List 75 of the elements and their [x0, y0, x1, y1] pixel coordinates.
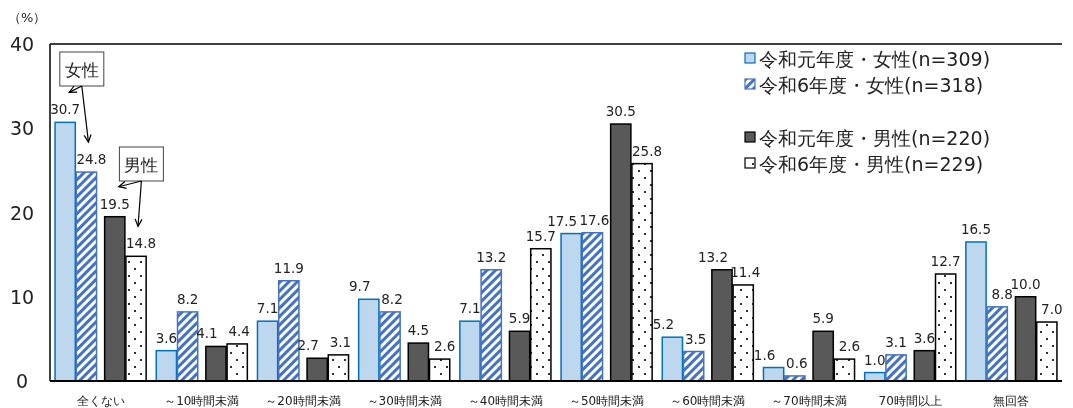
bar: [155, 349, 178, 382]
data-label: 1.6: [753, 346, 776, 363]
bar: [357, 298, 380, 382]
data-label: 19.5: [99, 195, 130, 212]
data-label: 11.9: [273, 259, 304, 276]
x-tick-label: ～10時間未満: [164, 394, 240, 408]
x-tick-label: ～20時間未満: [265, 394, 341, 408]
bar: [277, 279, 300, 382]
data-label: 5.9: [812, 310, 834, 327]
y-tick-label: 30: [9, 117, 35, 140]
x-tick-label: ～70時間未満: [771, 394, 847, 408]
bar: [176, 311, 199, 382]
data-label: 4.4: [228, 322, 250, 339]
annotation: 男性: [124, 155, 159, 175]
x-tick-label: ～30時間未満: [366, 394, 442, 408]
legend-label: 令和元年度・男性(n=220): [759, 127, 991, 149]
data-label: 5.9: [508, 310, 531, 327]
bar: [480, 269, 503, 382]
data-label: 15.7: [525, 227, 556, 244]
data-label: 7.0: [1041, 301, 1063, 318]
data-label: 25.8: [631, 142, 663, 159]
y-tick-label: 40: [9, 33, 35, 55]
x-tick-label: ～60時間未満: [670, 394, 746, 408]
data-label: 13.2: [697, 248, 728, 265]
data-label: 7.1: [256, 300, 279, 317]
data-label: 8.2: [381, 290, 403, 307]
x-tick-label: 無回答: [993, 394, 1030, 408]
bar: [379, 311, 401, 382]
bar: [581, 231, 604, 382]
data-label: 3.6: [155, 329, 178, 346]
y-tick-label: 0: [15, 370, 29, 392]
data-label: 30.5: [605, 103, 636, 120]
data-label: 2.6: [433, 338, 456, 355]
data-label: 2.6: [838, 338, 861, 355]
data-label: 13.2: [476, 248, 507, 265]
bar: [986, 306, 1009, 382]
bar: [965, 241, 987, 382]
x-tick-label: ～40時間未満: [467, 394, 544, 408]
data-label: 17.5: [547, 212, 578, 229]
bar: [75, 171, 98, 382]
data-label: 24.8: [76, 151, 107, 168]
bar: [256, 320, 279, 382]
data-label: 30.7: [50, 101, 81, 118]
data-label: 3.6: [913, 329, 936, 346]
annotation: 女性: [64, 60, 99, 80]
bar: [682, 350, 705, 382]
data-label: 16.5: [960, 220, 992, 237]
data-label: 1.0: [864, 351, 886, 368]
data-label: 17.6: [579, 211, 610, 228]
data-label: 0.6: [786, 354, 808, 371]
bar: [661, 336, 684, 382]
data-label: 14.8: [125, 235, 157, 252]
x-tick-label: 全くない: [76, 394, 125, 408]
data-label: 5.2: [652, 316, 675, 333]
data-label: 7.1: [459, 300, 481, 317]
x-tick-label: ～50時間未満: [568, 394, 645, 408]
data-label: 3.5: [684, 330, 707, 347]
y-tick-label: 20: [9, 201, 35, 224]
data-label: 8.8: [991, 285, 1013, 302]
data-label: 4.5: [407, 322, 430, 339]
y-axis-title: （%）: [8, 10, 47, 25]
legend-label: 令和元年度・女性(n=309): [759, 48, 991, 70]
data-label: 9.7: [349, 278, 371, 295]
data-label: 8.2: [176, 290, 199, 307]
legend-label: 令和6年度・女性(n=318): [759, 74, 984, 96]
bar: [459, 320, 481, 382]
bar: [560, 232, 583, 382]
bar: [54, 121, 77, 382]
data-label: 3.1: [329, 333, 352, 350]
bar: [885, 354, 907, 382]
data-label: 12.7: [930, 253, 961, 269]
x-tick-label: 70時間以上: [878, 394, 942, 408]
legend-label: 令和6年度・男性(n=229): [759, 153, 984, 175]
data-label: 3.1: [885, 333, 907, 350]
y-tick-label: 10: [9, 285, 35, 308]
